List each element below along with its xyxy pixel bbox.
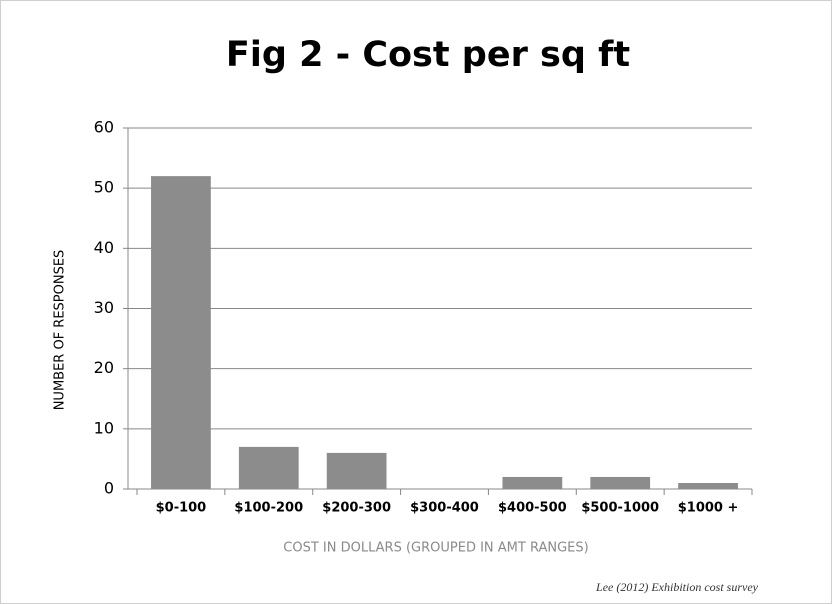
bar [678,482,738,489]
x-tick-label: $0-100 [156,501,207,516]
bar [151,176,211,489]
y-tick-label: 30 [94,298,114,317]
bar [590,476,651,489]
bar [502,476,563,489]
y-tick-label: 40 [94,238,114,257]
source-note: Lee (2012) Exhibition cost survey [595,580,759,594]
bar [326,452,387,489]
y-tick-label: 0 [104,479,114,498]
x-axis-label: COST IN DOLLARS (GROUPED IN AMT RANGES) [283,541,588,556]
chart-title: Fig 2 - Cost per sq ft [226,35,630,75]
x-tick-label: $300-400 [410,501,479,516]
y-tick-label: 10 [94,418,114,437]
y-tick-label: 20 [94,358,114,377]
x-tick-label: $100-200 [234,501,303,516]
y-axis-label: NUMBER OF RESPONSES [53,250,68,411]
bar [238,446,299,489]
x-tick-label: $200-300 [322,501,391,516]
y-tick-label: 60 [94,118,114,137]
x-tick-label: $400-500 [498,501,567,516]
y-tick-label: 50 [94,178,114,197]
x-tick-label: $1000 + [678,501,739,516]
x-tick-label: $500-1000 [581,501,659,516]
